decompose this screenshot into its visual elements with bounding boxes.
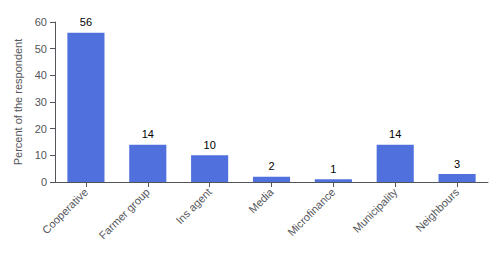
svg-text:60: 60	[35, 16, 47, 28]
svg-text:10: 10	[35, 149, 47, 161]
svg-text:30: 30	[35, 96, 47, 108]
svg-text:40: 40	[35, 69, 47, 81]
svg-text:0: 0	[41, 176, 47, 188]
svg-text:10: 10	[204, 139, 216, 151]
svg-text:3: 3	[454, 158, 460, 170]
svg-text:50: 50	[35, 43, 47, 55]
svg-text:Neighbours: Neighbours	[413, 185, 462, 234]
svg-text:14: 14	[389, 128, 401, 140]
svg-text:Cooperative: Cooperative	[40, 186, 90, 236]
svg-text:Microfinance: Microfinance	[285, 186, 338, 239]
svg-text:Media: Media	[246, 185, 276, 215]
svg-text:20: 20	[35, 123, 47, 135]
svg-text:1: 1	[330, 163, 336, 175]
svg-text:Ins agent: Ins agent	[173, 186, 213, 226]
svg-text:2: 2	[268, 160, 274, 172]
svg-text:Percent of the respondent: Percent of the respondent	[12, 39, 24, 166]
svg-text:Farmer group: Farmer group	[96, 186, 152, 242]
svg-text:Municipality: Municipality	[350, 185, 399, 234]
svg-text:14: 14	[142, 128, 154, 140]
svg-text:56: 56	[80, 16, 92, 28]
